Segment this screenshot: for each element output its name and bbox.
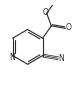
Text: N: N xyxy=(58,54,64,63)
Text: O: O xyxy=(65,23,71,32)
Text: O: O xyxy=(43,8,49,17)
Text: N: N xyxy=(10,53,15,62)
